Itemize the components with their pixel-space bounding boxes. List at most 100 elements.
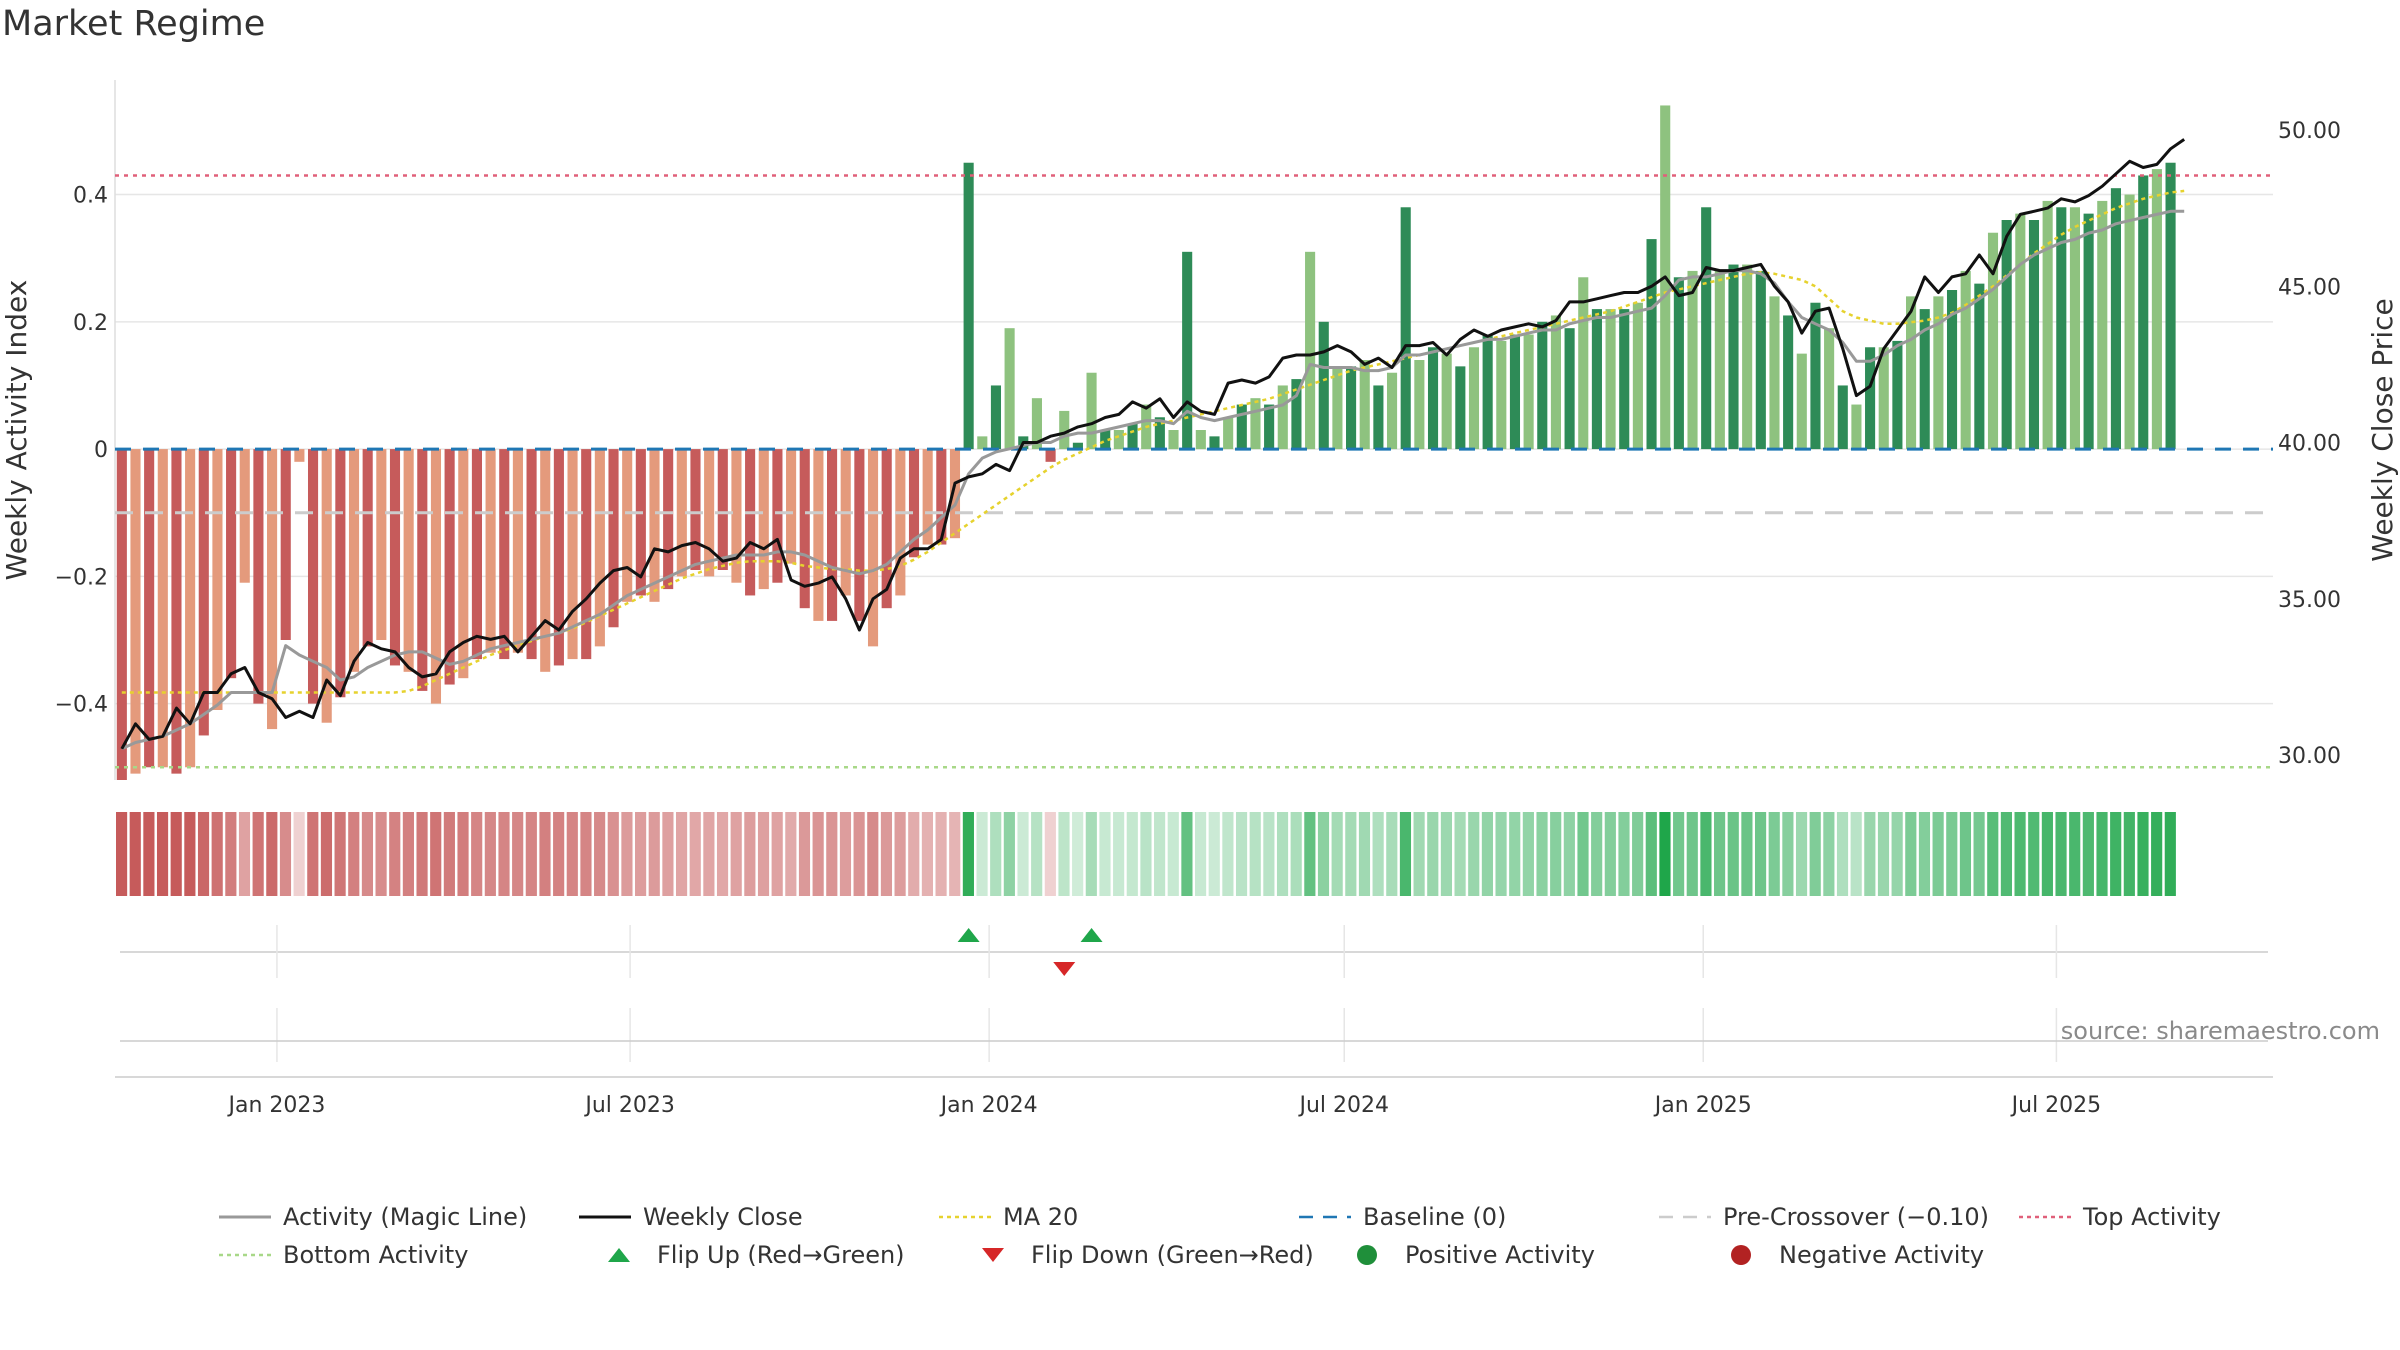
activity-bar bbox=[827, 449, 838, 621]
bottom-panel bbox=[115, 1008, 2273, 1078]
activity-bar bbox=[185, 449, 196, 768]
activity-bar bbox=[1346, 366, 1357, 450]
legend-row: Bottom Activity Flip Up (Red→Green) Flip D… bbox=[215, 1236, 2375, 1274]
activity-bar bbox=[908, 449, 920, 558]
activity-bar bbox=[635, 449, 646, 596]
regime-cell bbox=[1768, 812, 1780, 896]
activity-bar bbox=[2015, 213, 2026, 450]
activity-bar bbox=[1496, 340, 1507, 450]
activity-bar bbox=[499, 449, 510, 660]
regime-cell bbox=[1003, 812, 1015, 896]
regime-cell bbox=[1741, 812, 1753, 896]
regime-cell bbox=[293, 812, 305, 896]
activity-bar bbox=[717, 449, 728, 570]
activity-bar bbox=[1646, 239, 1657, 450]
regime-cell bbox=[1113, 812, 1125, 896]
activity-bar bbox=[990, 385, 1002, 450]
activity-bar bbox=[977, 436, 988, 450]
activity-bar bbox=[458, 449, 469, 679]
activity-bar bbox=[540, 449, 551, 672]
regime-cell bbox=[1604, 812, 1616, 896]
activity-bar bbox=[348, 449, 360, 672]
regime-cell bbox=[389, 812, 401, 896]
flip-down-marker bbox=[1053, 962, 1076, 976]
activity-bar bbox=[663, 449, 674, 590]
legend-label: Positive Activity bbox=[1405, 1241, 1595, 1269]
activity-bar bbox=[198, 449, 209, 736]
regime-cell bbox=[1222, 812, 1234, 896]
legend-item: Baseline (0) bbox=[1295, 1203, 1655, 1231]
activity-bar bbox=[321, 449, 332, 723]
activity-bar bbox=[1796, 353, 1807, 450]
regime-cell bbox=[2055, 812, 2067, 896]
y-tick-label-right: 30.00 bbox=[2278, 744, 2341, 769]
activity-bar bbox=[1168, 430, 1179, 450]
y-tick-label-left: 0.4 bbox=[73, 184, 108, 209]
regime-cell bbox=[1276, 812, 1289, 896]
activity-bar bbox=[1960, 270, 1971, 450]
activity-bar bbox=[1769, 296, 1780, 450]
x-tick-label: Jan 2025 bbox=[1653, 1093, 1752, 1118]
activity-bar bbox=[226, 449, 237, 679]
activity-bar bbox=[307, 449, 319, 704]
source-note: source: sharemaestro.com bbox=[2061, 1017, 2380, 1045]
regime-cell bbox=[962, 812, 974, 896]
activity-bar bbox=[1291, 379, 1302, 450]
regime-cell bbox=[607, 812, 619, 896]
legend-item: Weekly Close bbox=[575, 1203, 935, 1231]
weekly-close-line bbox=[120, 138, 2186, 750]
activity-bar bbox=[1728, 264, 1739, 450]
regime-cell bbox=[2041, 812, 2053, 896]
x-tick-label: Jan 2024 bbox=[939, 1093, 1038, 1118]
activity-bar bbox=[130, 449, 141, 774]
regime-cell bbox=[2000, 812, 2012, 896]
activity-bar bbox=[171, 449, 182, 774]
regime-cell bbox=[129, 812, 141, 896]
activity-bar bbox=[1455, 366, 1466, 450]
regime-cell bbox=[894, 812, 906, 896]
activity-bar bbox=[2056, 207, 2067, 450]
legend-label: MA 20 bbox=[1003, 1203, 1079, 1231]
regime-cell bbox=[498, 812, 510, 896]
regime-cell bbox=[471, 812, 483, 896]
activity-bar bbox=[1714, 270, 1725, 450]
regime-cell bbox=[402, 812, 414, 896]
activity-bar bbox=[1906, 296, 1917, 450]
activity-bar bbox=[649, 449, 660, 602]
regime-cell bbox=[334, 812, 346, 896]
activity-bar bbox=[745, 449, 756, 596]
regime-cell bbox=[1386, 812, 1398, 896]
activity-bar bbox=[2124, 194, 2135, 450]
legend-item: Bottom Activity bbox=[215, 1241, 589, 1269]
legend-label: Flip Down (Green→Red) bbox=[1031, 1241, 1314, 1269]
regime-cell bbox=[935, 812, 947, 896]
activity-bar bbox=[1632, 302, 1643, 450]
activity-bar bbox=[294, 449, 305, 462]
regime-cell bbox=[457, 812, 469, 896]
activity-bar bbox=[2042, 200, 2053, 450]
regime-cell bbox=[2096, 812, 2108, 896]
activity-bar bbox=[1946, 290, 1958, 450]
regime-cell bbox=[238, 812, 251, 896]
activity-bar bbox=[1810, 302, 1821, 450]
activity-bar bbox=[1359, 360, 1370, 450]
regime-cell bbox=[1536, 812, 1548, 896]
regime-cell bbox=[1700, 812, 1712, 896]
regime-cell bbox=[2069, 812, 2081, 896]
y-tick-label-right: 40.00 bbox=[2278, 432, 2341, 457]
activity-bar bbox=[471, 449, 482, 660]
activity-bar bbox=[1318, 321, 1329, 450]
regime-cell bbox=[826, 812, 838, 896]
regime-cell bbox=[1823, 812, 1835, 896]
activity-bar bbox=[1892, 340, 1903, 450]
legend-item: Activity (Magic Line) bbox=[215, 1203, 575, 1231]
legend-item: Pre-Crossover (−0.10) bbox=[1655, 1203, 2015, 1231]
activity-bar bbox=[690, 449, 701, 570]
activity-bar bbox=[1400, 207, 1411, 450]
triangle-down-icon bbox=[982, 1248, 1004, 1262]
activity-bar bbox=[1742, 264, 1753, 450]
regime-cell bbox=[1495, 812, 1507, 896]
activity-bar bbox=[485, 449, 496, 653]
right-axis-ticks: 50.00 45.00 40.00 35.00 30.00 bbox=[2278, 119, 2341, 769]
regime-strip bbox=[116, 812, 2176, 896]
